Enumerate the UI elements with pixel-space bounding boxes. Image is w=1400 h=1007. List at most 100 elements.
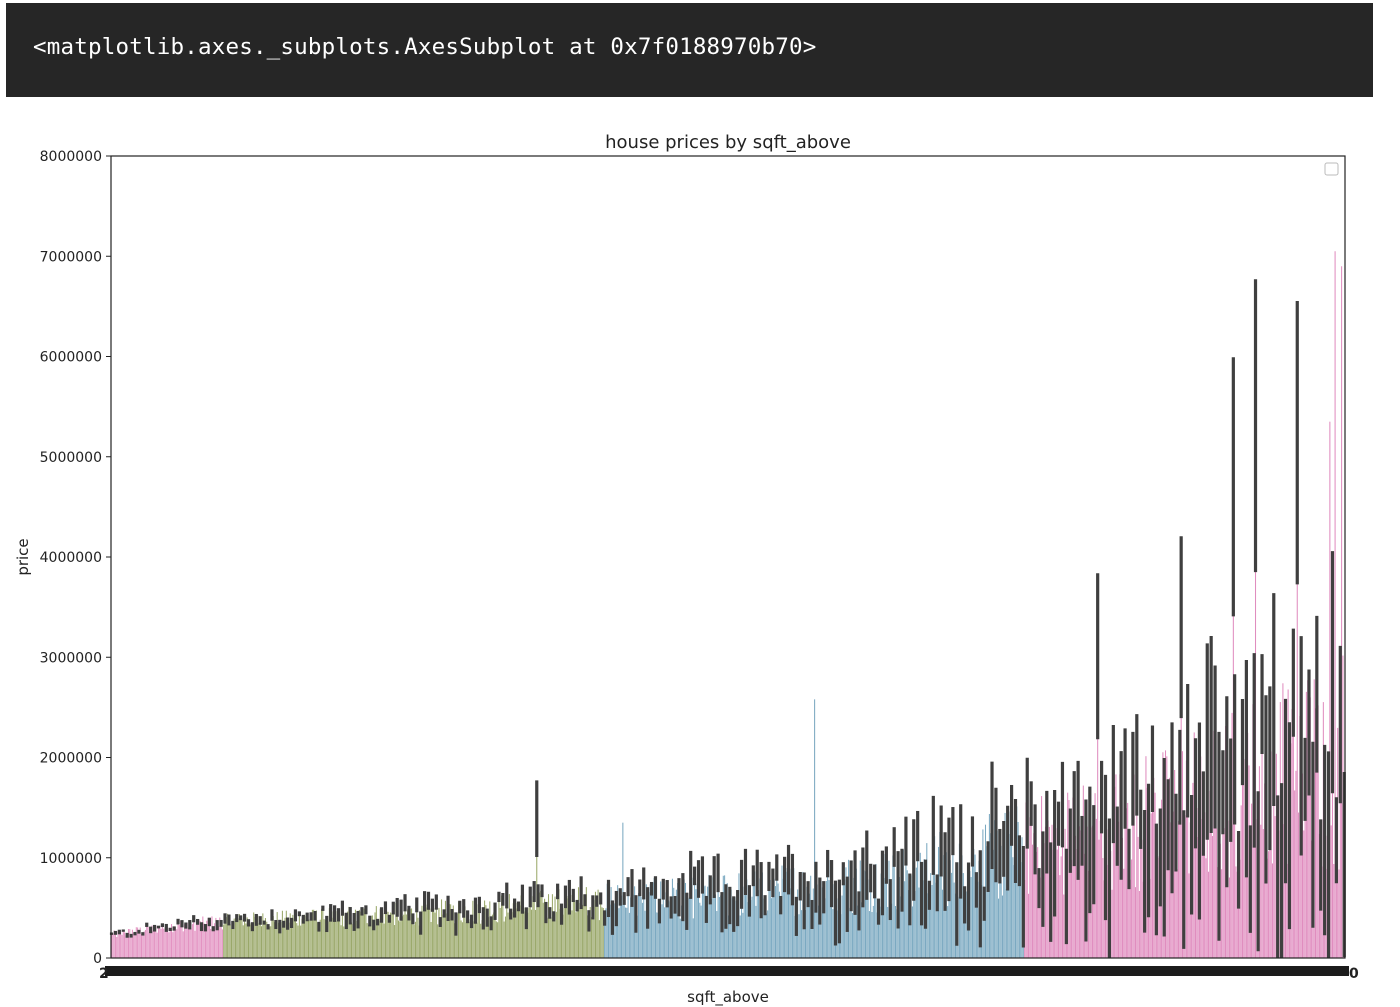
bar	[228, 919, 230, 958]
bar	[986, 846, 988, 958]
bar	[1004, 812, 1006, 958]
bar	[861, 902, 863, 958]
bar	[426, 904, 428, 958]
bar	[352, 924, 354, 958]
bar	[1058, 823, 1060, 958]
bar	[987, 866, 989, 958]
bar	[538, 892, 540, 958]
bar	[404, 902, 406, 958]
bar	[324, 919, 326, 958]
bar	[185, 925, 187, 958]
bar	[255, 919, 257, 958]
bar	[674, 904, 676, 958]
bar	[717, 872, 719, 958]
output-banner: <matplotlib.axes._subplots.AxesSubplot a…	[6, 3, 1373, 97]
bar	[490, 923, 492, 958]
bar	[653, 877, 655, 958]
bar	[369, 921, 371, 958]
bar	[893, 847, 895, 958]
bar	[1149, 878, 1151, 958]
chart-title: house prices by sqft_above	[605, 132, 851, 153]
bar	[168, 932, 170, 958]
bar	[1131, 859, 1133, 958]
bar	[992, 849, 994, 958]
bar	[467, 916, 469, 958]
bar	[913, 859, 915, 958]
bar	[191, 924, 193, 958]
bar	[391, 913, 393, 958]
bar	[566, 895, 568, 958]
bar	[587, 915, 589, 958]
bar	[1020, 862, 1022, 958]
bar	[165, 927, 167, 958]
bar	[450, 904, 452, 958]
bar	[553, 916, 555, 958]
bar	[631, 888, 633, 958]
bar	[245, 923, 247, 958]
bar-chart: house prices by sqft_above sqft_above pr…	[14, 132, 1359, 1007]
bar	[181, 923, 183, 958]
bar	[714, 894, 716, 958]
bar	[1321, 866, 1323, 958]
bar	[1223, 828, 1225, 958]
bar	[322, 908, 324, 958]
bar	[892, 855, 894, 958]
bar	[1140, 819, 1142, 958]
bar	[1339, 724, 1341, 958]
bar	[737, 908, 739, 958]
bar	[1044, 826, 1047, 958]
bar	[1206, 741, 1208, 958]
bar	[1153, 777, 1155, 958]
bar	[498, 896, 500, 958]
bar	[131, 929, 133, 958]
bar	[394, 925, 396, 958]
bar	[607, 898, 610, 958]
bar	[832, 909, 834, 958]
bar	[360, 911, 362, 958]
bar	[598, 920, 600, 958]
bar	[1187, 750, 1189, 958]
bar	[808, 893, 810, 958]
bar	[815, 887, 817, 958]
bar	[1294, 790, 1296, 958]
bar	[358, 909, 360, 958]
bar	[844, 879, 846, 958]
bar	[652, 882, 654, 958]
bar	[999, 856, 1001, 958]
bar	[758, 890, 760, 958]
bar	[343, 926, 345, 958]
bar	[807, 894, 809, 958]
bar	[1295, 770, 1297, 958]
bar	[765, 913, 767, 958]
bar	[418, 925, 420, 958]
bar	[204, 927, 206, 958]
bar	[871, 912, 873, 958]
bar	[341, 908, 343, 958]
bar	[1167, 824, 1169, 958]
bar	[857, 905, 859, 958]
bar	[250, 923, 252, 958]
bar	[1134, 887, 1137, 958]
bar	[253, 912, 255, 958]
bar	[728, 915, 730, 958]
bar	[1095, 818, 1097, 958]
bar	[756, 872, 758, 958]
bar	[1068, 800, 1070, 958]
bar	[1018, 860, 1020, 958]
bar	[337, 914, 340, 958]
y-tick-label: 5000000	[40, 450, 102, 466]
bar	[271, 915, 273, 958]
bar	[858, 910, 860, 958]
bar	[1338, 869, 1340, 958]
bar	[147, 926, 149, 958]
bar	[596, 901, 598, 958]
bar	[284, 917, 286, 958]
bar	[1014, 840, 1017, 958]
bar	[948, 859, 950, 958]
bar	[579, 903, 581, 958]
bar	[233, 918, 235, 958]
bar	[549, 912, 551, 958]
bar	[1077, 820, 1079, 958]
bar	[283, 924, 285, 958]
bar	[224, 918, 226, 958]
